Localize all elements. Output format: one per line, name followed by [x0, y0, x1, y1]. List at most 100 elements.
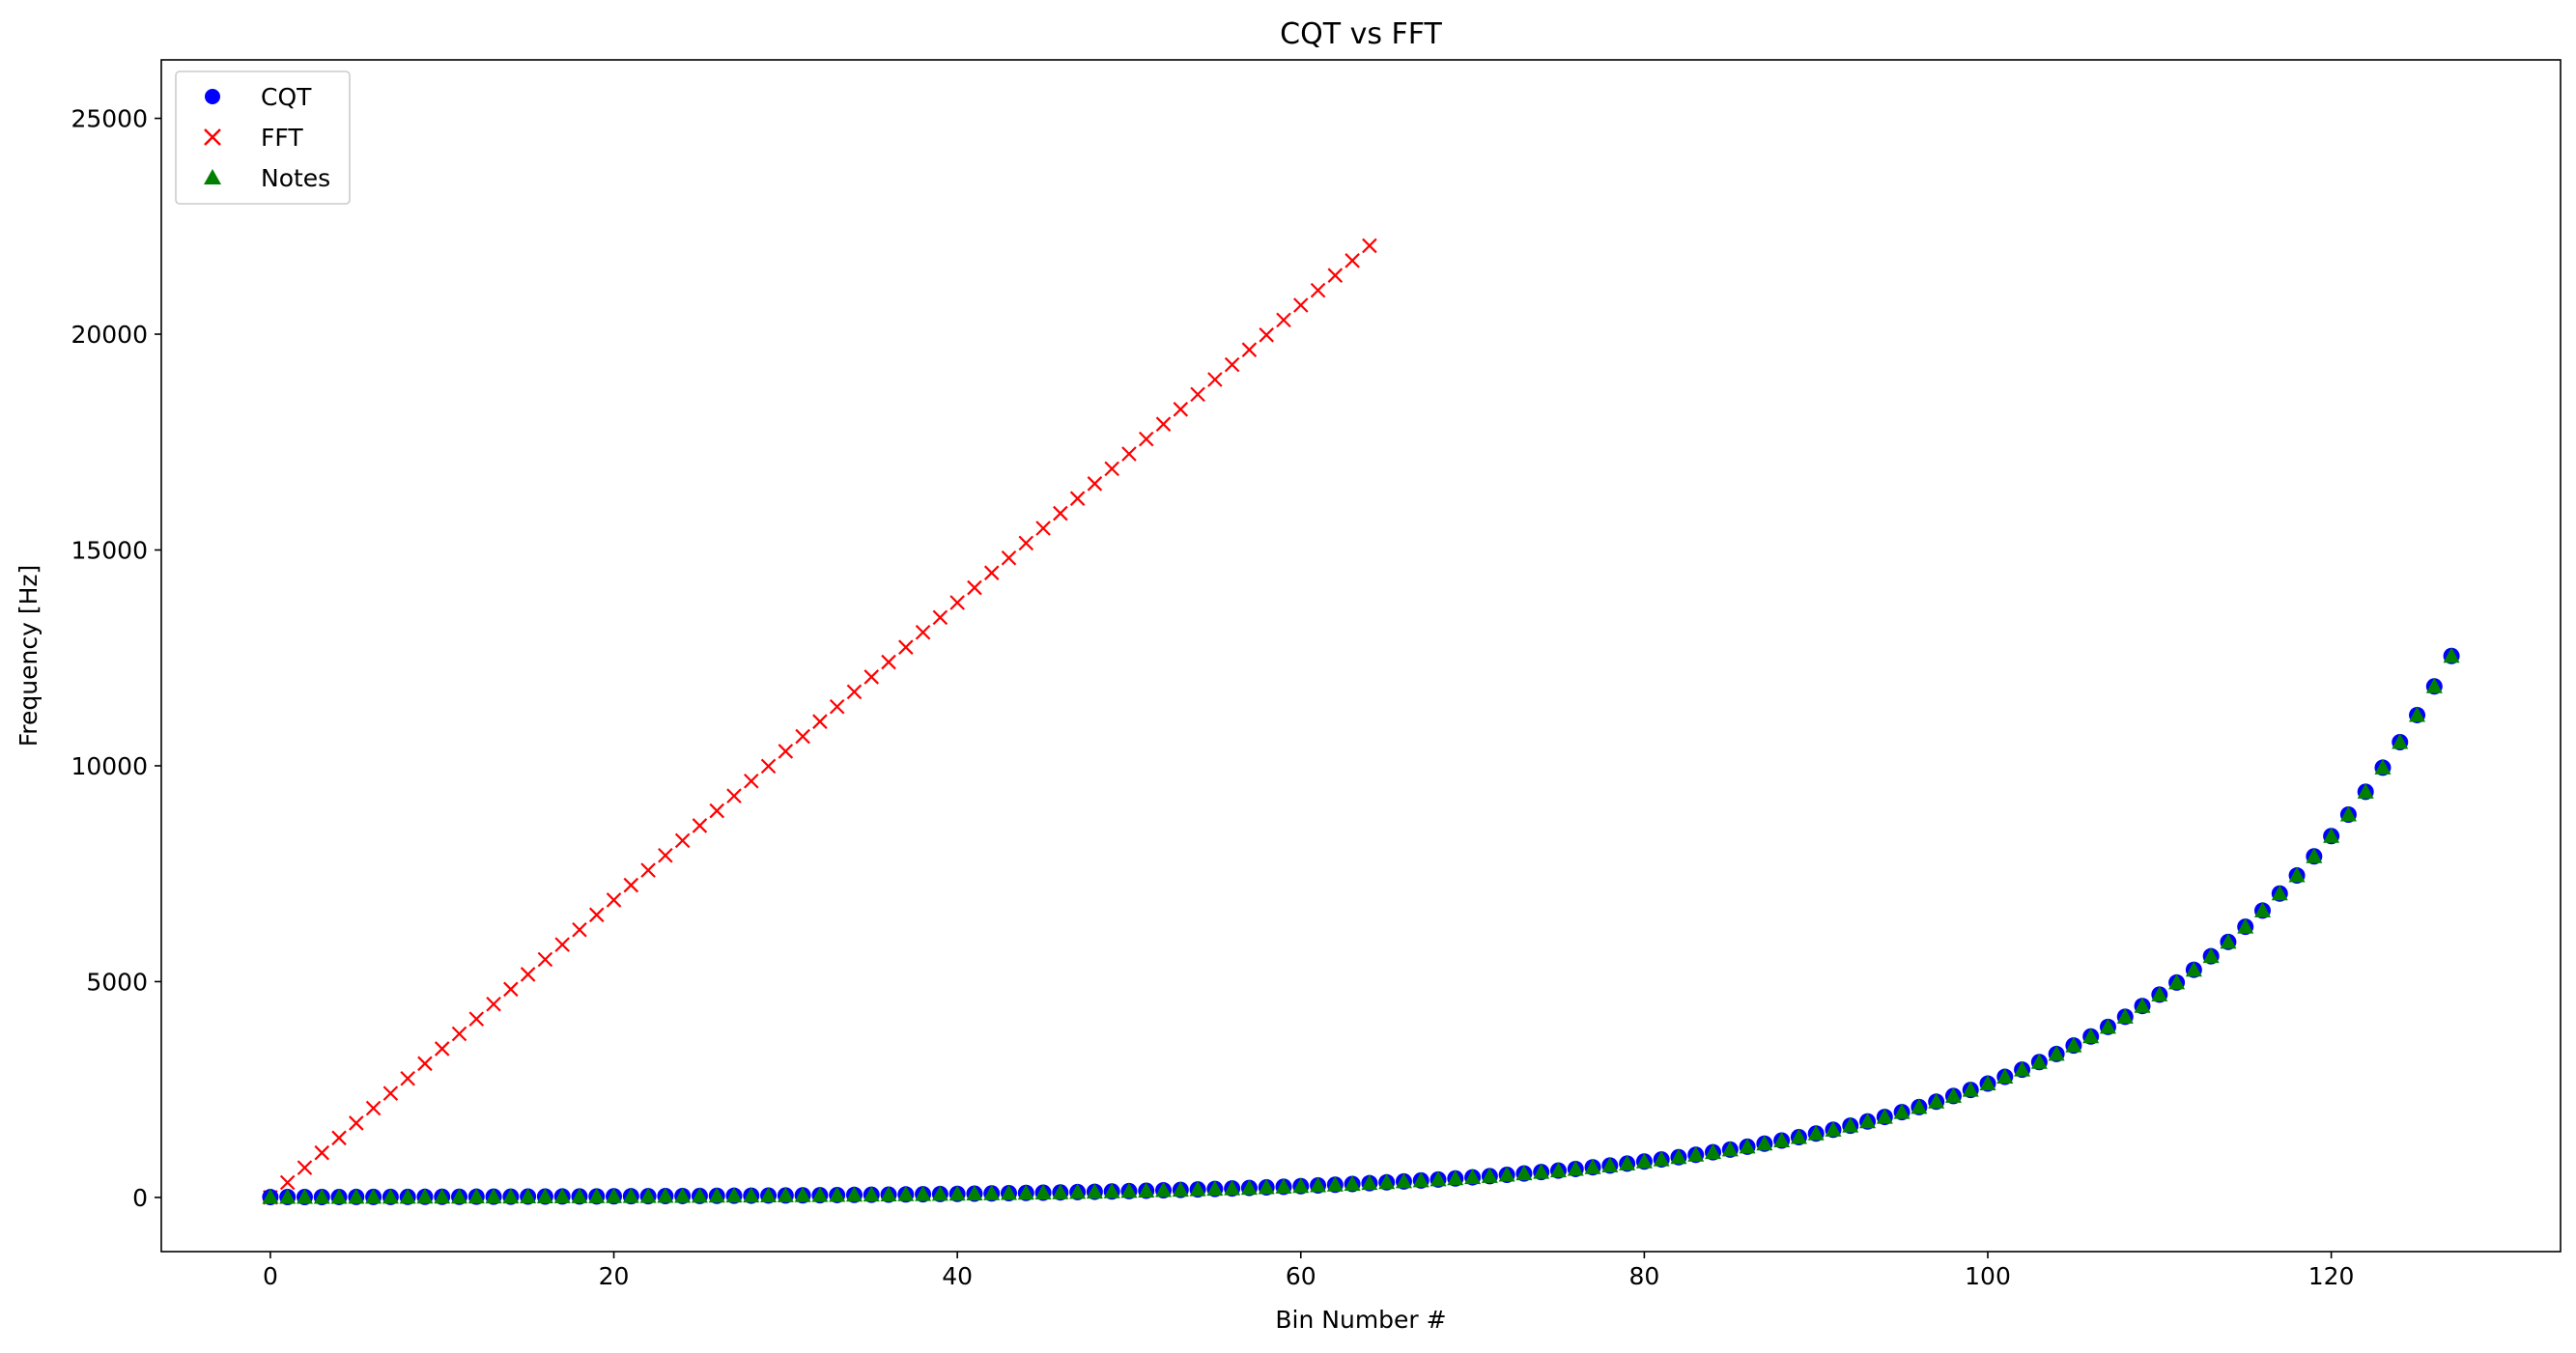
notes-point: [2271, 885, 2288, 901]
fft-point: [520, 967, 536, 982]
notes-point: [691, 1187, 708, 1203]
notes-point: [639, 1187, 657, 1203]
notes-point: [811, 1186, 829, 1202]
notes-point: [416, 1188, 434, 1204]
notes-point: [1705, 1143, 1722, 1160]
notes-point: [1962, 1081, 1979, 1097]
notes-point: [434, 1188, 451, 1204]
notes-point: [2065, 1036, 2082, 1053]
fft-point: [760, 758, 777, 775]
fft-point: [795, 728, 810, 745]
notes-point: [2254, 901, 2272, 917]
notes-point: [1687, 1145, 1705, 1162]
notes-point: [725, 1187, 743, 1203]
fft-point: [349, 1115, 364, 1131]
notes-point: [1052, 1183, 1069, 1199]
notes-point: [829, 1186, 846, 1202]
fft-point: [846, 684, 863, 700]
y-tick-label: 5000: [86, 968, 148, 996]
notes-point: [1928, 1092, 1945, 1109]
x-tick-label: 0: [263, 1262, 278, 1290]
fft-point: [588, 907, 605, 923]
notes-point: [1635, 1152, 1653, 1169]
fft-point: [898, 639, 914, 655]
fft-point: [417, 1056, 433, 1072]
notes-point: [279, 1188, 297, 1204]
notes-point: [365, 1188, 382, 1204]
notes-point: [1481, 1167, 1498, 1183]
notes-point: [1189, 1180, 1206, 1197]
notes-point: [382, 1188, 399, 1204]
notes-point: [760, 1186, 778, 1202]
fft-point: [1018, 535, 1034, 551]
notes-point: [1034, 1183, 1052, 1199]
fft-point: [658, 847, 673, 863]
fft-point: [1259, 327, 1274, 343]
notes-point: [2306, 847, 2323, 863]
notes-point: [1240, 1179, 1258, 1196]
y-tick-label: 25000: [71, 105, 148, 133]
x-tick-label: 60: [1286, 1262, 1316, 1290]
notes-point: [296, 1188, 313, 1204]
notes-point: [1996, 1068, 2014, 1085]
fft-point: [743, 773, 759, 789]
notes-point: [2392, 733, 2409, 749]
x-tick-label: 120: [2308, 1262, 2355, 1290]
notes-point: [1361, 1174, 1378, 1191]
fft-point: [1035, 521, 1051, 536]
notes-point: [536, 1187, 553, 1203]
notes-point: [2082, 1028, 2100, 1044]
fft-point: [606, 892, 622, 908]
notes-point: [330, 1188, 348, 1204]
notes-point: [2220, 933, 2237, 949]
chart-title: CQT vs FFT: [1280, 17, 1442, 51]
fft-point: [1190, 386, 1205, 403]
fft-point: [812, 714, 828, 729]
notes-point: [1292, 1177, 1310, 1194]
notes-point: [1842, 1116, 1859, 1133]
notes-point: [2168, 973, 2186, 990]
fft-point: [468, 1011, 485, 1027]
notes-point: [1893, 1103, 1911, 1119]
plot-frame: [160, 59, 2562, 1253]
notes-point: [588, 1187, 606, 1203]
notes-point: [1086, 1183, 1103, 1199]
notes-point: [622, 1187, 639, 1203]
notes-point: [2099, 1018, 2116, 1034]
notes-point: [2374, 758, 2392, 775]
notes-point: [348, 1188, 365, 1204]
notes-point: [2151, 985, 2168, 1001]
notes-point: [399, 1188, 416, 1204]
notes-point: [1395, 1172, 1412, 1189]
fft-point: [1069, 491, 1086, 506]
notes-point: [794, 1186, 811, 1202]
fft-point: [640, 862, 656, 878]
y-tick-label: 20000: [71, 321, 148, 349]
y-axis-label: Frequency [Hz]: [14, 565, 42, 747]
fft-point: [1292, 297, 1309, 313]
fft-point: [1001, 550, 1017, 566]
fft-point: [1173, 402, 1189, 417]
notes-point: [863, 1186, 880, 1202]
notes-point: [1498, 1166, 1515, 1182]
notes-point: [897, 1185, 915, 1201]
notes-point: [606, 1187, 623, 1203]
notes-point: [2323, 827, 2340, 843]
notes-point: [2030, 1053, 2048, 1069]
fft-point: [314, 1144, 330, 1161]
fft-point: [932, 609, 948, 626]
notes-point: [1430, 1170, 1447, 1187]
fft-point: [1087, 476, 1103, 492]
legend-fft-label: FFT: [261, 124, 303, 152]
notes-point: [571, 1187, 588, 1203]
notes-point: [1120, 1182, 1138, 1198]
notes-point: [1258, 1178, 1275, 1195]
fft-point: [709, 803, 724, 819]
notes-point: [1533, 1163, 1550, 1179]
notes-point: [880, 1185, 897, 1201]
notes-point: [2288, 866, 2306, 883]
axis-ticks: 0 20 40 60 80 100 120 0 5000 10000 15000 20000 25000: [71, 105, 2354, 1290]
fft-point: [1155, 416, 1172, 432]
notes-point: [931, 1185, 948, 1201]
